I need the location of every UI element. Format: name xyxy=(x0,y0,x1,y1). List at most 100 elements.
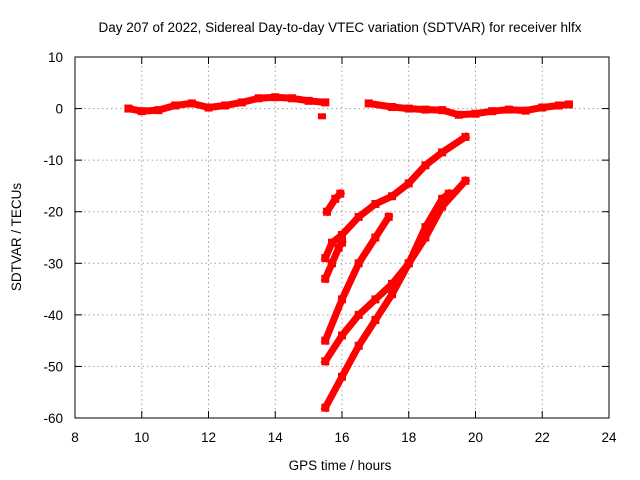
data-point xyxy=(321,403,330,412)
data-point xyxy=(388,290,397,299)
data-point xyxy=(404,179,413,188)
data-point xyxy=(354,341,363,350)
data-point xyxy=(371,295,380,304)
data-point xyxy=(124,104,133,113)
data-point xyxy=(338,238,346,247)
data-point xyxy=(438,202,447,211)
data-point xyxy=(384,212,393,221)
data-point xyxy=(438,106,447,115)
data-point xyxy=(461,132,470,141)
data-point xyxy=(187,99,196,108)
series-track-c xyxy=(320,237,347,284)
data-layer xyxy=(124,93,573,413)
x-tick-label: 10 xyxy=(134,430,149,445)
data-point xyxy=(438,148,447,157)
data-point xyxy=(421,233,430,242)
data-point xyxy=(504,105,513,114)
data-point xyxy=(336,189,345,198)
x-tick-label: 12 xyxy=(201,430,216,445)
x-tick-label: 22 xyxy=(535,430,550,445)
data-point xyxy=(271,93,280,102)
y-tick-labels: -60 -50 -40 -30 -20 -10 0 10 xyxy=(43,50,63,426)
data-point xyxy=(388,279,397,288)
data-point xyxy=(327,259,336,268)
data-point xyxy=(321,98,330,107)
data-point xyxy=(371,316,380,325)
data-point xyxy=(304,96,313,105)
y-tick-label: -40 xyxy=(43,308,63,323)
data-point xyxy=(338,372,346,381)
series-track-a xyxy=(322,188,346,217)
data-point xyxy=(154,106,163,115)
x-tick-label: 14 xyxy=(268,430,284,445)
data-point xyxy=(461,176,470,185)
series-track-f xyxy=(320,188,454,413)
data-point xyxy=(538,103,547,112)
data-point xyxy=(564,100,573,109)
series-baseline-morning xyxy=(124,93,330,116)
data-point xyxy=(221,101,230,110)
data-point xyxy=(521,106,530,115)
series-baseline-evening xyxy=(364,99,573,119)
series-line xyxy=(320,132,471,263)
data-point xyxy=(317,113,326,120)
x-tick-label: 8 xyxy=(71,430,79,445)
data-point xyxy=(287,94,296,103)
y-tick-label: 10 xyxy=(48,50,63,65)
data-point xyxy=(488,107,497,116)
data-point xyxy=(171,101,180,110)
data-point xyxy=(338,295,346,304)
data-point xyxy=(204,103,213,112)
data-point xyxy=(322,207,331,216)
x-tick-label: 18 xyxy=(401,430,416,445)
data-point xyxy=(321,254,330,263)
data-point xyxy=(331,194,340,203)
series-track-b xyxy=(320,132,471,263)
data-point xyxy=(254,94,263,103)
data-point xyxy=(137,107,146,116)
data-point xyxy=(354,310,363,319)
data-point xyxy=(321,357,330,366)
data-point xyxy=(388,103,397,112)
y-tick-label: -20 xyxy=(43,205,63,220)
tick-marks xyxy=(74,56,610,419)
data-point xyxy=(421,161,430,170)
series-track-d xyxy=(320,212,394,346)
y-tick-label: -60 xyxy=(43,411,63,426)
chart-title: Day 207 of 2022, Sidereal Day-to-day VTE… xyxy=(99,20,582,35)
x-tick-label: 24 xyxy=(601,430,617,445)
data-point xyxy=(338,230,346,239)
data-point xyxy=(338,331,346,340)
x-tick-labels: 8 10 12 14 16 18 20 22 24 xyxy=(71,430,617,445)
data-point xyxy=(364,99,373,108)
y-tick-label: -50 xyxy=(43,359,63,374)
data-point xyxy=(438,194,447,203)
data-point xyxy=(454,110,463,119)
data-point xyxy=(321,336,330,345)
y-tick-label: 0 xyxy=(55,102,63,117)
data-point xyxy=(404,259,413,268)
y-axis-label: SDTVAR / TECUs xyxy=(9,183,24,292)
y-tick-label: -30 xyxy=(43,256,63,271)
data-point xyxy=(421,223,430,232)
data-point xyxy=(554,101,563,110)
data-point xyxy=(354,212,363,221)
x-tick-label: 16 xyxy=(334,430,349,445)
data-point xyxy=(404,104,413,113)
data-point xyxy=(388,192,397,201)
data-point xyxy=(421,105,430,114)
data-point xyxy=(444,189,453,198)
data-point xyxy=(471,109,480,118)
series-outlier xyxy=(317,113,326,120)
x-axis-label: GPS time / hours xyxy=(289,458,392,473)
data-point xyxy=(371,199,380,208)
data-point xyxy=(237,98,246,107)
data-point xyxy=(371,233,380,242)
data-point xyxy=(334,243,343,252)
data-point xyxy=(327,238,336,247)
y-tick-label: -10 xyxy=(43,153,63,168)
x-tick-label: 20 xyxy=(468,430,483,445)
data-point xyxy=(354,259,363,268)
